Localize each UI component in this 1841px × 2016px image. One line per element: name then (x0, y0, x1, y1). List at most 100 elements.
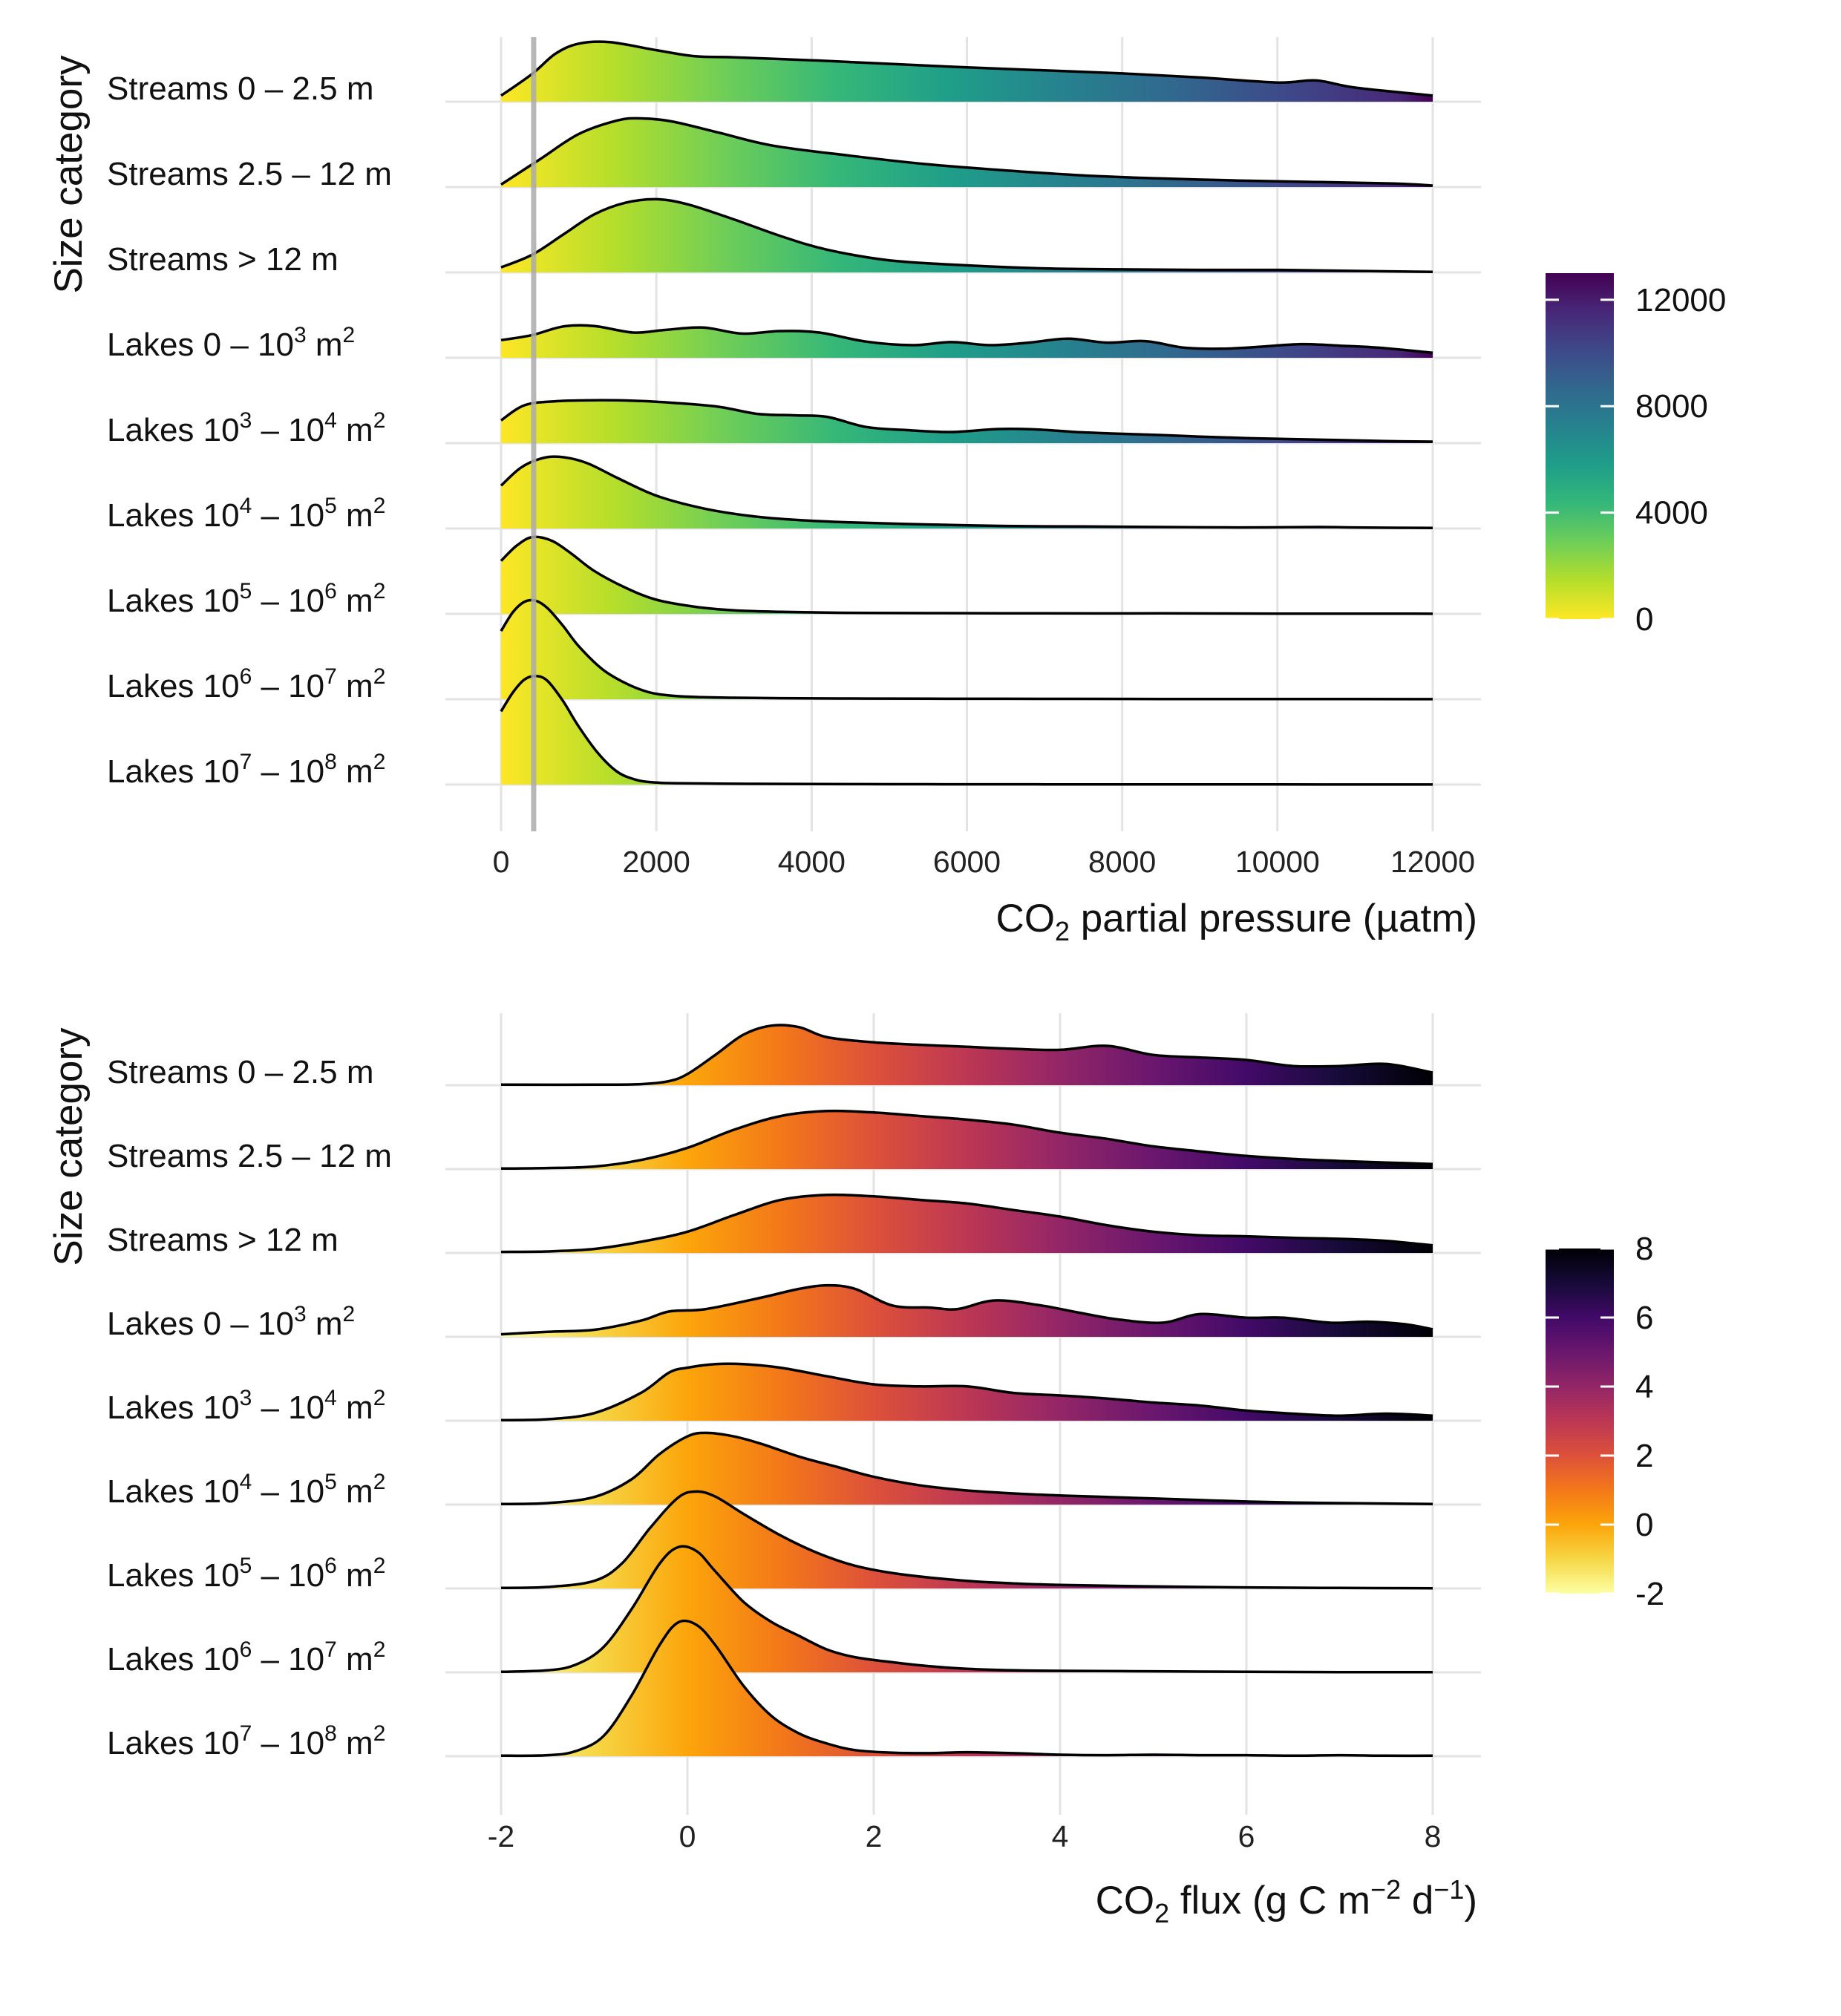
category-label-text: m (337, 412, 373, 448)
category-label: Lakes 0 – 103 m2 (107, 1302, 355, 1342)
colorbar-label: -2 (1635, 1576, 1664, 1612)
category-label-text: m (337, 1390, 373, 1426)
x-tick-label: 8000 (1088, 845, 1156, 879)
category-label-sup: 2 (373, 1470, 386, 1494)
category-label-text: – 10 (252, 412, 324, 448)
category-label-sup: 6 (324, 1554, 337, 1578)
category-label-sup: 2 (373, 579, 386, 603)
colorbar-label: 0 (1635, 601, 1653, 638)
x-tick-label: 10000 (1235, 845, 1320, 879)
category-label-text: – 10 (252, 1390, 324, 1426)
category-label: Lakes 107 – 108 m2 (107, 1721, 385, 1761)
category-label: Streams 2.5 – 12 m (107, 156, 392, 192)
ridge-fill-5 (501, 456, 1433, 528)
colorbar (1546, 273, 1614, 619)
category-label-text: Lakes 0 – 10 (107, 327, 294, 363)
ridge-fill-5 (501, 1433, 1433, 1505)
category-label-text: Lakes 10 (107, 497, 240, 534)
y-axis-title: Size category (47, 1027, 91, 1266)
ridge-line-7 (500, 1545, 1433, 1674)
category-label-text: – 10 (252, 1725, 324, 1761)
category-label-sup: 5 (324, 1470, 337, 1494)
category-label-text: Streams 0 – 2.5 m (107, 71, 373, 107)
category-label: Streams 0 – 2.5 m (107, 71, 373, 107)
x-tick-label: 12000 (1390, 845, 1475, 879)
category-label-text: m (337, 497, 373, 534)
category-label: Lakes 105 – 106 m2 (107, 579, 385, 619)
ridge-line-8 (500, 1619, 1433, 1758)
category-label-sup: 3 (240, 408, 252, 433)
category-label-sup: 4 (324, 1386, 337, 1410)
category-label-sup: 2 (373, 1386, 386, 1410)
ridge-line-5 (500, 455, 1433, 530)
category-label-text: m (337, 753, 373, 790)
ridge-line-4 (500, 399, 1433, 443)
x-tick-label: 8 (1425, 1819, 1442, 1853)
co2-flux-ridgeline-panel: Streams 0 – 2.5 m Streams 2.5 – 12 m Strea… (47, 1013, 1664, 1928)
ridge-line-0 (500, 1024, 1433, 1087)
category-label-sup: 7 (240, 1721, 252, 1746)
category-label-text: – 10 (252, 1473, 324, 1510)
x-tick-label: 2000 (623, 845, 690, 879)
x-axis-title-sup: −1 (1433, 1874, 1464, 1905)
x-tick-label: 0 (679, 1819, 696, 1853)
ridge-line-1 (500, 117, 1433, 187)
x-axis-title-text: CO (996, 897, 1056, 940)
category-label-text: Streams > 12 m (107, 1222, 339, 1258)
category-label-text: Lakes 10 (107, 583, 240, 619)
x-tick-label: 4 (1052, 1819, 1069, 1853)
category-label-sup: 5 (240, 579, 252, 603)
category-label-text: m (337, 1473, 373, 1510)
category-label-sup: 4 (240, 1470, 252, 1494)
category-label-sup: 2 (343, 323, 356, 347)
category-label-text: Streams 2.5 – 12 m (107, 1138, 392, 1174)
x-axis-title-text: d (1401, 1879, 1433, 1922)
x-tick-label: 6000 (933, 845, 1001, 879)
colorbar-label: 4000 (1635, 495, 1708, 531)
category-label-sup: 6 (240, 664, 252, 689)
category-label-sup: 5 (240, 1554, 252, 1578)
category-label-text: m (307, 1306, 343, 1342)
category-label-text: m (337, 1725, 373, 1761)
ridge-line-3 (500, 324, 1433, 354)
category-label-sup: 2 (343, 1302, 356, 1326)
category-label-sup: 4 (324, 408, 337, 433)
category-label: Lakes 107 – 108 m2 (107, 750, 385, 790)
x-axis-title-text: partial pressure (µatm) (1070, 897, 1477, 940)
category-label-sup: 7 (324, 664, 337, 689)
category-label-sup: 2 (373, 1637, 386, 1662)
colorbar-label: 0 (1635, 1507, 1653, 1543)
category-label-text: Lakes 10 (107, 753, 240, 790)
ridge-fill-8 (501, 1620, 1433, 1756)
category-label: Lakes 106 – 107 m2 (107, 1637, 385, 1678)
colorbar-label: 12000 (1635, 282, 1726, 318)
category-label: Streams 2.5 – 12 m (107, 1138, 392, 1174)
category-label-sup: 8 (324, 1721, 337, 1746)
category-label-text: Lakes 0 – 10 (107, 1306, 294, 1342)
ridge-line-5 (500, 1431, 1433, 1506)
x-axis-title-sub: 2 (1055, 916, 1070, 946)
ridge-fill-6 (501, 537, 1433, 614)
x-axis-title: CO2 partial pressure (µatm) (996, 897, 1477, 946)
category-label-sup: 2 (373, 494, 386, 518)
category-label-text: m (337, 1641, 373, 1678)
ridge-line-0 (500, 40, 1433, 97)
category-label-text: m (337, 668, 373, 704)
category-label-sup: 8 (324, 750, 337, 774)
category-label-text: – 10 (252, 1557, 324, 1594)
colorbar-label: 4 (1635, 1369, 1653, 1405)
category-label-sup: 2 (373, 1721, 386, 1746)
colorbar-label: 8000 (1635, 388, 1708, 425)
x-axis-title: CO2 flux (g C m−2 d−1) (1096, 1874, 1477, 1928)
category-label-text: Lakes 10 (107, 1390, 240, 1426)
ridge-fill-3 (501, 1285, 1433, 1337)
category-label-sup: 4 (240, 494, 252, 518)
category-label-text: Lakes 10 (107, 668, 240, 704)
x-tick-label: 4000 (778, 845, 846, 879)
ridge-fill-4 (501, 400, 1433, 443)
ridge-fill-2 (501, 199, 1433, 272)
y-axis-title: Size category (47, 55, 91, 294)
category-label-text: Lakes 10 (107, 412, 240, 448)
x-tick-label: -2 (488, 1819, 514, 1853)
category-label-text: m (337, 1557, 373, 1594)
